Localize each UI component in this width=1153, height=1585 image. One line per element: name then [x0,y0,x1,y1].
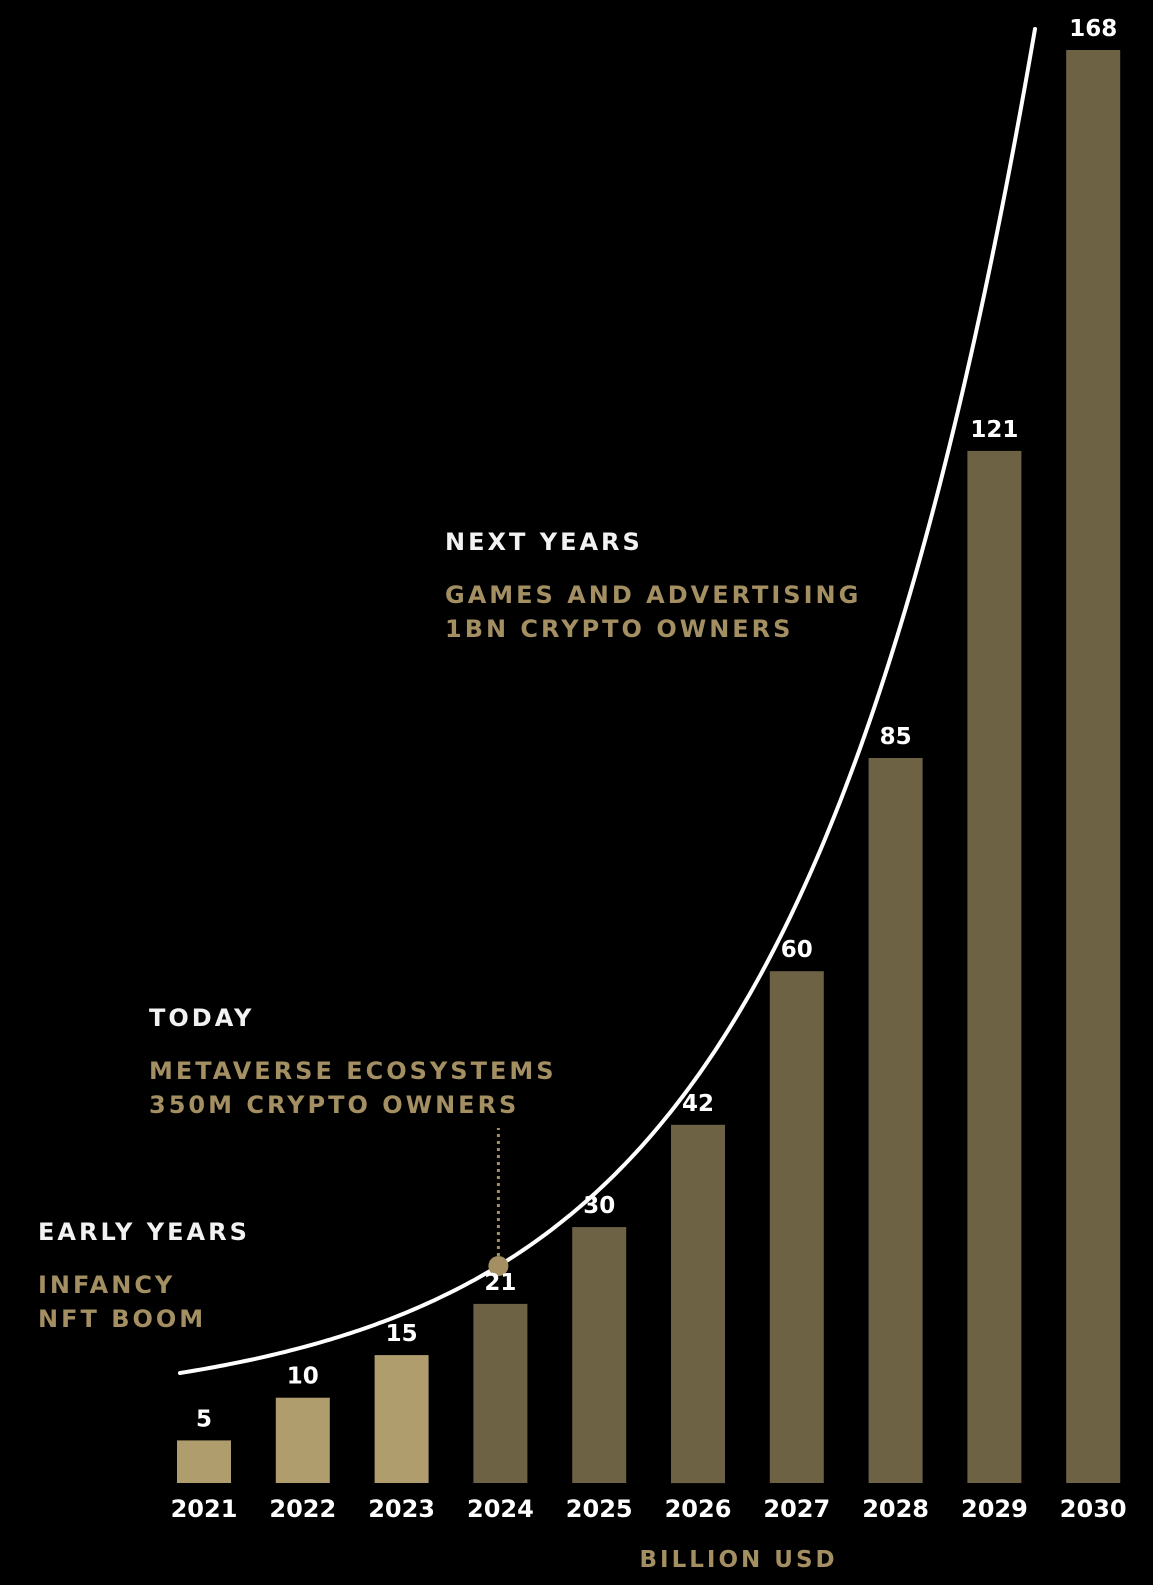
x-tick-label-2030: 2030 [1060,1495,1127,1523]
value-label-2030: 168 [1069,16,1117,42]
annotation-today: TODAY METAVERSE ECOSYSTEMS 350M CRYPTO O… [149,1004,557,1122]
value-label-2022: 10 [287,1364,319,1390]
trend-curve-layer [178,27,1037,1375]
bar-2023 [374,1355,429,1483]
bar-2030 [1066,50,1121,1483]
annotation-line: 350M CRYPTO OWNERS [149,1091,520,1119]
annotation-title: TODAY [149,1004,255,1032]
bar-2024 [473,1303,528,1483]
annotation-early-years: EARLY YEARS INFANCY NFT BOOM [38,1218,250,1336]
value-label-2026: 42 [682,1091,714,1117]
bar-2027 [769,971,824,1483]
x-tick-label-2023: 2023 [368,1495,435,1523]
x-tick-label-2026: 2026 [665,1495,732,1523]
today-marker [488,1256,509,1276]
x-axis-unit-label: BILLION USD [640,1547,838,1573]
x-tick-label-2025: 2025 [566,1495,633,1523]
x-tick-label-2022: 2022 [269,1495,336,1523]
value-label-2025: 30 [583,1193,615,1219]
value-label-2029: 121 [970,417,1018,443]
annotation-line: GAMES AND ADVERTISING [445,581,862,609]
bars-layer [177,50,1121,1484]
labels-layer: 5 2021 10 2022 15 2023 21 2024 30 2025 42 2026 60 202… [171,16,1127,1523]
x-tick-label-2024: 2024 [467,1495,534,1523]
x-tick-label-2021: 2021 [171,1495,238,1523]
trend-curve [178,27,1037,1375]
x-tick-label-2029: 2029 [961,1495,1028,1523]
x-tick-label-2028: 2028 [862,1495,929,1523]
annotation-line: NFT BOOM [38,1305,207,1333]
bar-2026 [671,1124,725,1484]
value-label-2028: 85 [880,724,912,750]
annotation-title: NEXT YEARS [445,528,643,556]
value-label-2027: 60 [781,937,813,963]
annotation-title: EARLY YEARS [38,1218,250,1246]
annotation-line: METAVERSE ECOSYSTEMS [149,1057,557,1085]
value-label-2021: 5 [196,1406,212,1432]
x-tick-label-2027: 2027 [763,1495,830,1523]
annotation-line: INFANCY [38,1271,176,1299]
value-label-2024: 21 [484,1270,516,1296]
annotation-next-years: NEXT YEARS GAMES AND ADVERTISING 1BN CRY… [445,528,861,646]
bar-2022 [275,1397,330,1483]
bar-2028 [868,758,923,1483]
value-label-2023: 15 [386,1321,418,1347]
bar-2029 [967,450,1022,1483]
bar-2021 [177,1440,231,1483]
annotation-line: 1BN CRYPTO OWNERS [445,615,794,643]
bar-2025 [572,1227,627,1483]
